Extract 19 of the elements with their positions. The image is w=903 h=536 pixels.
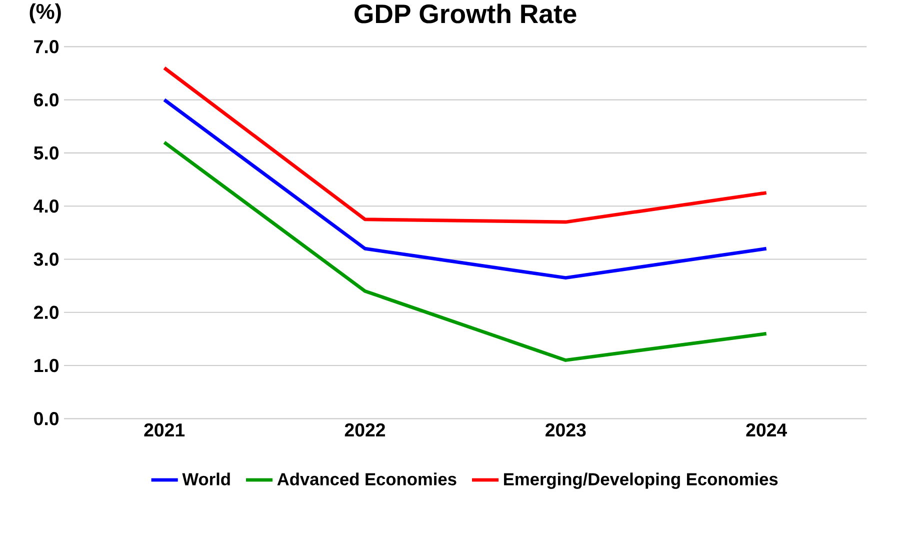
legend-label: Emerging/Developing Economies	[504, 472, 778, 489]
legend-label: World	[182, 472, 230, 486]
x-tick-label: 2023	[546, 423, 586, 437]
line-series	[162, 66, 768, 224]
legend-label: Advanced Economies	[277, 472, 456, 486]
y-tick-label: 4.0	[34, 199, 59, 213]
y-tick-label: 2.0	[34, 306, 59, 319]
y-axis-title: (%)	[30, 3, 61, 24]
x-tick-label: 2021	[144, 423, 185, 437]
x-tick-label: 2024	[746, 423, 787, 437]
y-tick-label: 1.0	[34, 358, 59, 372]
line-series	[162, 140, 768, 362]
y-tick-label: 0.0	[34, 412, 59, 426]
y-tick-label: 5.0	[34, 146, 59, 160]
chart-title: GDP Growth Rate	[354, 4, 576, 24]
y-tick-label: 7.0	[34, 40, 59, 54]
x-tick-label: 2022	[344, 423, 386, 437]
y-tick-label: 3.0	[34, 252, 59, 266]
y-tick-label: 6.0	[34, 93, 59, 106]
